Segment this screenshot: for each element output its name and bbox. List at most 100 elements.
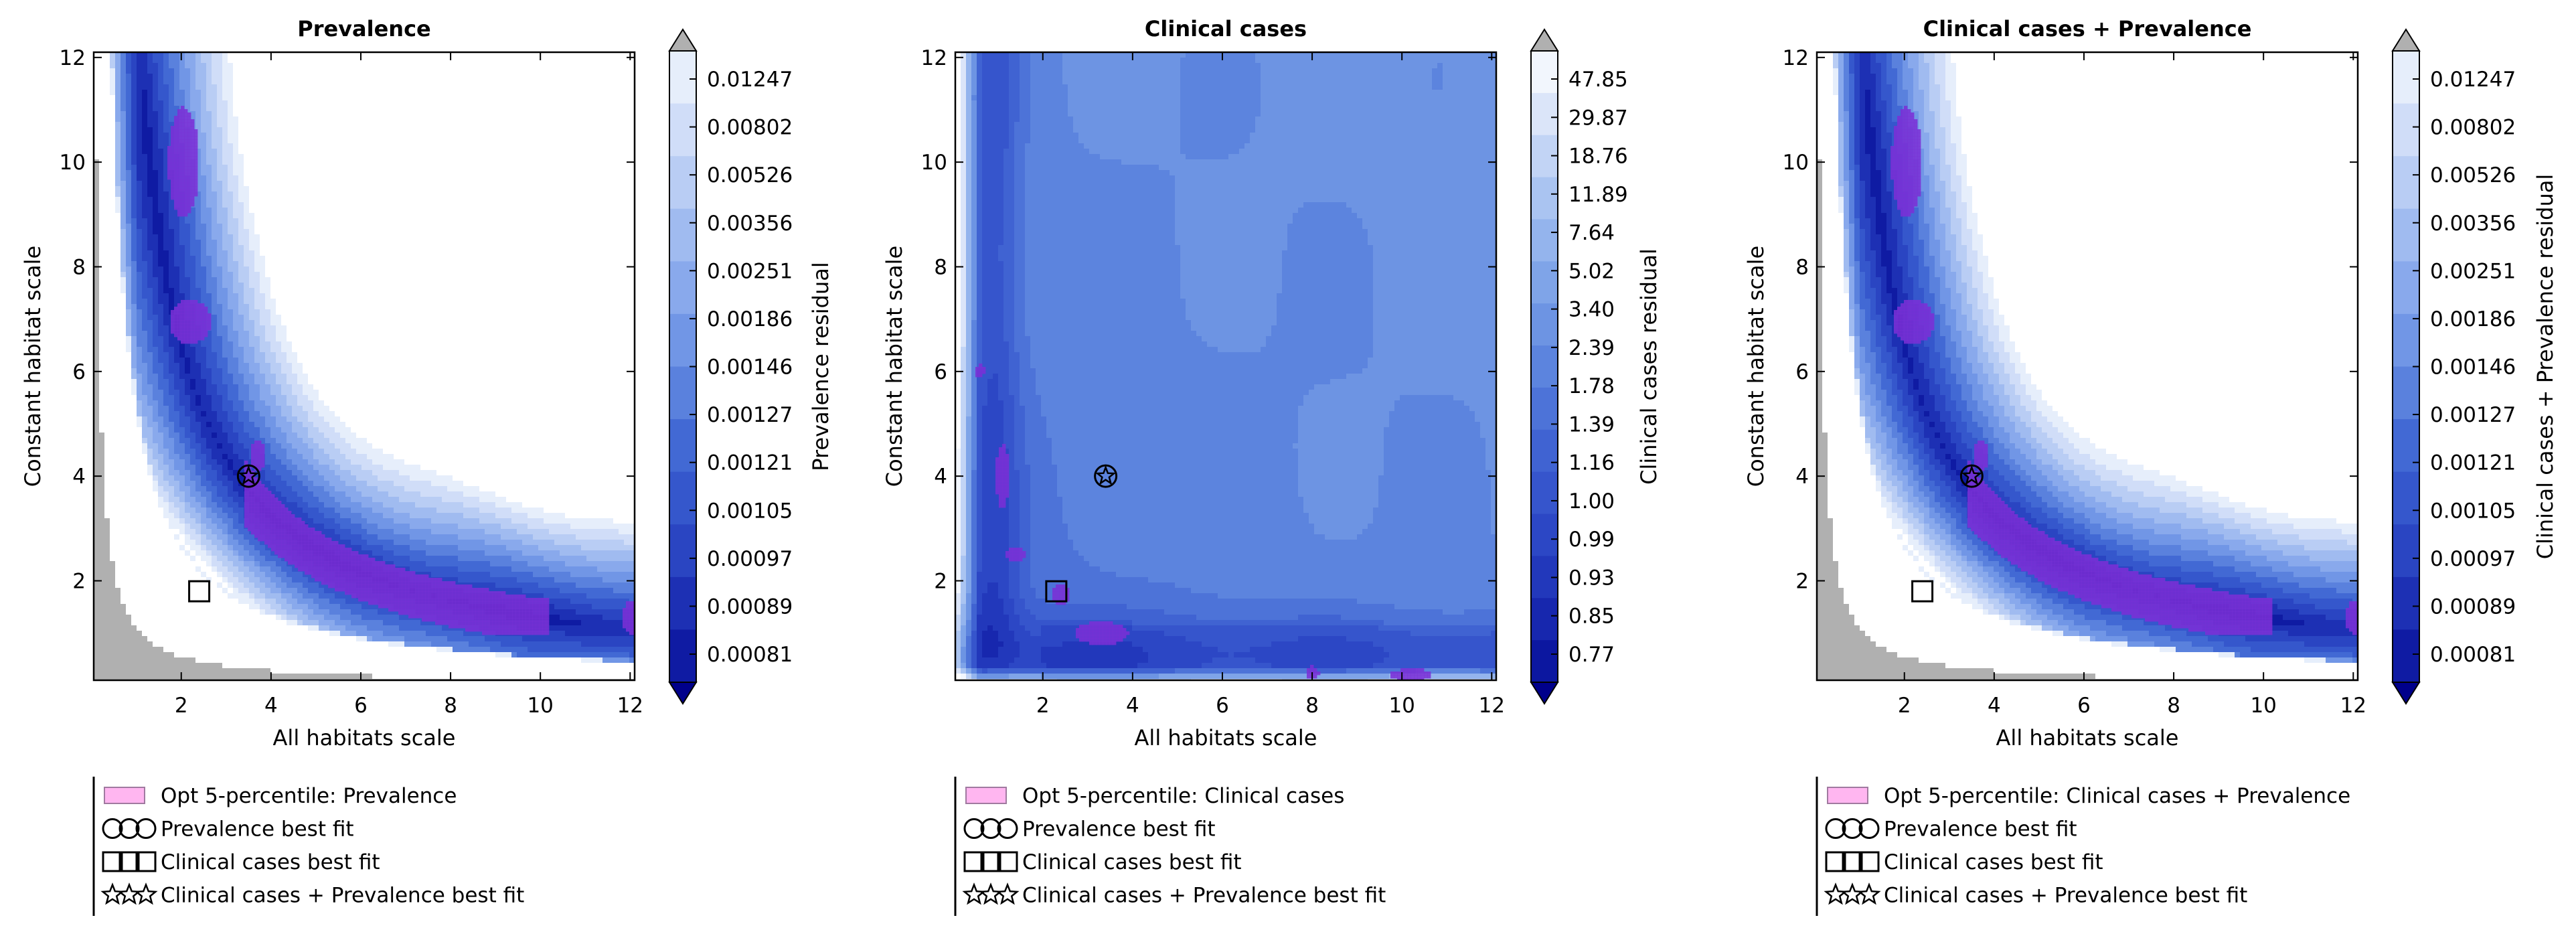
legend-label: Opt 5-percentile: Prevalence [161, 784, 457, 808]
y-tick-label: 2 [1795, 569, 1809, 593]
panel-2: 2 4 6 8 10 12 2 4 6 8 10 12 Clinical cases All habita… [882, 16, 1662, 916]
colorbar-band [1531, 429, 1558, 473]
clinical-best-fit-marker [1045, 580, 1068, 603]
colorbar-band [669, 208, 696, 262]
legend-star-icon [1824, 882, 1848, 905]
y-tick-label: 4 [1795, 465, 1809, 489]
legend-circle-icon [997, 818, 1018, 839]
colorbar-tick-label: 0.00802 [707, 116, 793, 140]
x-axis-label: All habitats scale [1996, 725, 2179, 751]
legend-label: Clinical cases + Prevalence best fit [1022, 884, 1386, 908]
x-tick-label: 4 [1988, 694, 2001, 718]
colorbar-extend-over [2391, 28, 2421, 52]
colorbar-tick-label: 0.00356 [707, 212, 793, 236]
legend-star-icon [995, 882, 1020, 905]
colorbar-band [669, 366, 696, 420]
x-tick-label: 10 [1388, 694, 1415, 718]
x-tick-label: 4 [1126, 694, 1139, 718]
legend-label: Clinical cases best fit [161, 850, 380, 874]
y-tick-label: 4 [934, 465, 947, 489]
colorbar-band [669, 261, 696, 315]
legend-square-icon [118, 851, 140, 872]
colorbar-extend-under [668, 682, 698, 705]
x-tick-label: 12 [2340, 694, 2366, 718]
legend-label: Opt 5-percentile: Clinical cases [1022, 784, 1344, 808]
colorbar-tick-label: 29.87 [1568, 106, 1628, 130]
legend-patch [1827, 787, 1868, 804]
colorbar-band [2393, 103, 2419, 157]
y-tick-label: 8 [1795, 255, 1809, 279]
colorbar-band [2393, 629, 2419, 683]
y-tick-label: 6 [934, 360, 947, 384]
x-tick-label: 12 [617, 694, 643, 718]
y-tick-label: 2 [934, 569, 947, 593]
colorbar-band [669, 576, 696, 630]
colorbar-band [1531, 471, 1558, 515]
colorbar-tick-label: 0.00356 [2430, 212, 2516, 236]
legend: Opt 5-percentile: Clinical cases + Preva… [1816, 777, 2350, 916]
colorbar-band [1531, 598, 1558, 641]
colorbar-tick-label: 0.00526 [2430, 163, 2516, 187]
colorbar-tick-label: 1.00 [1568, 489, 1615, 514]
colorbar-tick-label: 11.89 [1568, 183, 1628, 207]
legend-star-icon [100, 882, 125, 905]
legend-star-icon [1840, 882, 1864, 905]
legend-square-icon [997, 851, 1018, 872]
y-tick-label: 8 [72, 255, 86, 279]
colorbar: 0.01247 0.00802 0.00526 0.00356 0.00251 0.001… [2391, 28, 2516, 705]
x-tick-label: 10 [527, 694, 553, 718]
legend-square-icon [135, 851, 157, 872]
colorbar-tick-label: 0.99 [1568, 528, 1615, 552]
legend-label: Clinical cases + Prevalence best fit [161, 884, 524, 908]
y-tick-label: 12 [921, 46, 947, 70]
opt-5-percentile-region [975, 364, 1431, 680]
colorbar-extend-under [2391, 682, 2421, 705]
plot-title: Prevalence [297, 16, 431, 42]
y-tick-label: 4 [72, 465, 86, 489]
legend-square-icon [102, 851, 123, 872]
panel-1: 2 4 6 8 10 12 2 4 6 8 10 12 Prevalence All habitats s… [20, 16, 833, 916]
colorbar-band [1531, 51, 1558, 94]
y-tick-label: 10 [1783, 151, 1809, 175]
x-tick-label: 8 [1305, 694, 1319, 718]
colorbar-tick-label: 0.01247 [707, 68, 793, 92]
residual-surface [1817, 52, 2358, 680]
y-tick-label: 6 [72, 360, 86, 384]
legend: Opt 5-percentile: Clinical cases Prevalen… [954, 777, 1386, 916]
colorbar-tick-label: 0.00121 [707, 451, 793, 475]
colorbar-band [2393, 471, 2419, 525]
colorbar-tick-label: 2.39 [1568, 336, 1615, 360]
x-tick-label: 12 [1479, 694, 1505, 718]
colorbar-frame [1530, 50, 1558, 683]
opt-5-percentile-region [167, 106, 635, 635]
opt-5-percentile-region [1890, 106, 2358, 635]
legend-square-icon [963, 851, 985, 872]
legend-square-icon [1842, 851, 1863, 872]
residual-surface [955, 52, 1496, 680]
colorbar-tick-label: 0.93 [1568, 566, 1615, 590]
colorbar-tick-label: 18.76 [1568, 145, 1628, 169]
legend-patch [104, 787, 145, 804]
plot-title: Clinical cases + Prevalence [1923, 16, 2252, 42]
legend-circle-icon [1858, 818, 1880, 839]
colorbar-tick-label: 3.40 [1568, 298, 1615, 322]
colorbar: 47.85 29.87 18.76 11.89 7.64 5.02 3.40 2.39 1.78… [1530, 28, 1628, 705]
legend-star-icon [962, 882, 986, 905]
colorbar-band [2393, 261, 2419, 315]
y-tick-label: 8 [934, 255, 947, 279]
colorbar-band [669, 51, 696, 104]
legend-circle-icon [1825, 818, 1846, 839]
colorbar-band [669, 524, 696, 578]
colorbar-label: Clinical cases + Prevalence residual [2532, 174, 2558, 559]
colorbar-tick-label: 5.02 [1568, 259, 1615, 283]
y-tick-label: 2 [72, 569, 86, 593]
colorbar-band [1531, 92, 1558, 136]
colorbar-tick-label: 0.00186 [707, 307, 793, 331]
colorbar-band [1531, 303, 1558, 346]
x-tick-label: 10 [2250, 694, 2276, 718]
legend-label: Prevalence best fit [161, 817, 354, 842]
x-tick-label: 2 [1036, 694, 1050, 718]
x-tick-label: 8 [444, 694, 457, 718]
colorbar-extend-under [1530, 682, 1559, 705]
